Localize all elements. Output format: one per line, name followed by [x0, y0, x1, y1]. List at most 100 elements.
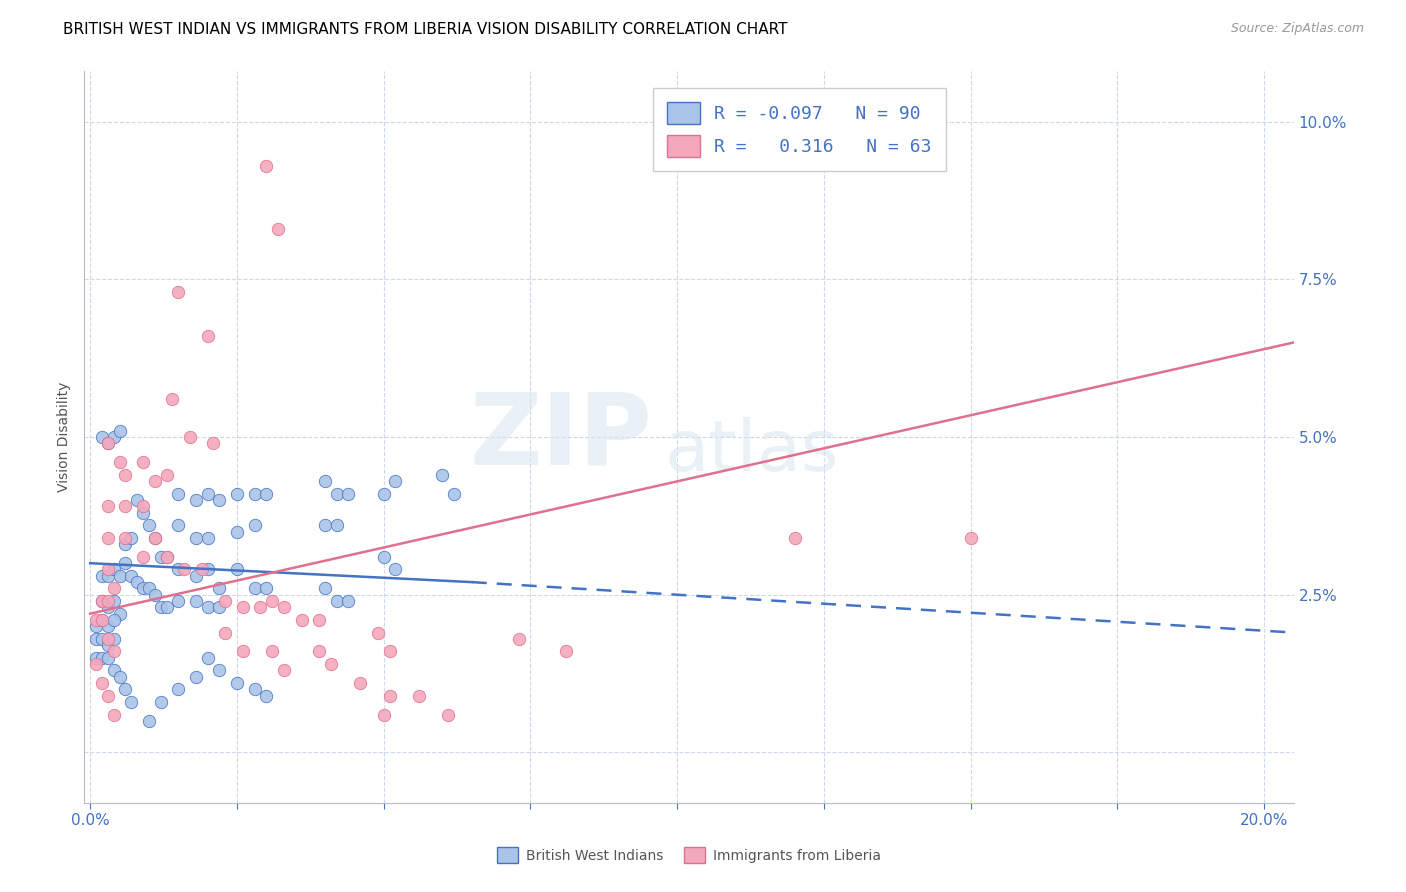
Point [97, 600, 120, 615]
Point [143, 588, 166, 602]
Point [155, 600, 177, 615]
Point [173, 562, 195, 576]
Point [214, 625, 236, 640]
Point [84, 657, 107, 671]
Point [337, 594, 360, 608]
Point [378, 644, 401, 658]
Point [103, 562, 125, 576]
Point [184, 594, 207, 608]
Point [267, 222, 290, 236]
Point [127, 493, 149, 508]
Point [319, 657, 342, 671]
Point [314, 582, 336, 596]
Point [243, 487, 266, 501]
Point [408, 689, 430, 703]
Point [114, 467, 136, 482]
Point [308, 644, 330, 658]
Point [184, 531, 207, 545]
Point [167, 518, 190, 533]
Point [214, 594, 236, 608]
Point [367, 625, 389, 640]
Point [243, 518, 266, 533]
Point [108, 569, 131, 583]
Point [97, 562, 120, 576]
Point [132, 582, 155, 596]
Point [97, 436, 120, 450]
Point [103, 430, 125, 444]
Point [97, 436, 120, 450]
Point [243, 582, 266, 596]
Point [273, 600, 295, 615]
Point [138, 518, 160, 533]
Point [155, 549, 177, 564]
Point [314, 474, 336, 488]
Point [167, 562, 190, 576]
Point [91, 613, 114, 627]
Point [314, 518, 336, 533]
Point [184, 670, 207, 684]
Point [91, 569, 114, 583]
Point [155, 549, 177, 564]
Point [208, 493, 231, 508]
Point [167, 594, 190, 608]
Point [114, 500, 136, 514]
Point [149, 695, 172, 709]
Point [208, 582, 231, 596]
Point [149, 549, 172, 564]
Point [167, 682, 190, 697]
Point [97, 500, 120, 514]
Point [108, 424, 131, 438]
Point [190, 562, 212, 576]
Point [226, 487, 249, 501]
Point [384, 474, 406, 488]
Point [132, 506, 155, 520]
Point [373, 707, 395, 722]
Point [959, 531, 981, 545]
Point [249, 600, 271, 615]
Point [262, 594, 284, 608]
Point [262, 644, 284, 658]
Point [108, 607, 131, 621]
Point [254, 487, 277, 501]
Point [197, 562, 219, 576]
Point [91, 650, 114, 665]
Point [384, 562, 406, 576]
Point [208, 600, 231, 615]
Point [326, 518, 349, 533]
Y-axis label: Vision Disability: Vision Disability [58, 382, 72, 492]
Point [108, 670, 131, 684]
Point [226, 524, 249, 539]
Point [114, 531, 136, 545]
Point [84, 632, 107, 646]
Point [432, 467, 454, 482]
Point [97, 638, 120, 652]
Point [84, 619, 107, 633]
Point [243, 682, 266, 697]
Point [103, 613, 125, 627]
Point [132, 500, 155, 514]
Point [232, 644, 254, 658]
Point [232, 600, 254, 615]
Point [114, 537, 136, 551]
Point [254, 582, 277, 596]
Point [149, 600, 172, 615]
Point [114, 682, 136, 697]
Point [91, 430, 114, 444]
Point [84, 650, 107, 665]
Point [226, 562, 249, 576]
Point [103, 644, 125, 658]
Point [308, 613, 330, 627]
Point [197, 487, 219, 501]
Point [273, 664, 295, 678]
Point [91, 594, 114, 608]
Point [91, 613, 114, 627]
Text: ZIP: ZIP [470, 389, 652, 485]
Point [179, 430, 201, 444]
Point [114, 556, 136, 570]
Point [120, 569, 142, 583]
Point [349, 676, 371, 690]
Point [120, 531, 142, 545]
Point [443, 487, 465, 501]
Text: Source: ZipAtlas.com: Source: ZipAtlas.com [1230, 22, 1364, 36]
Point [97, 594, 120, 608]
